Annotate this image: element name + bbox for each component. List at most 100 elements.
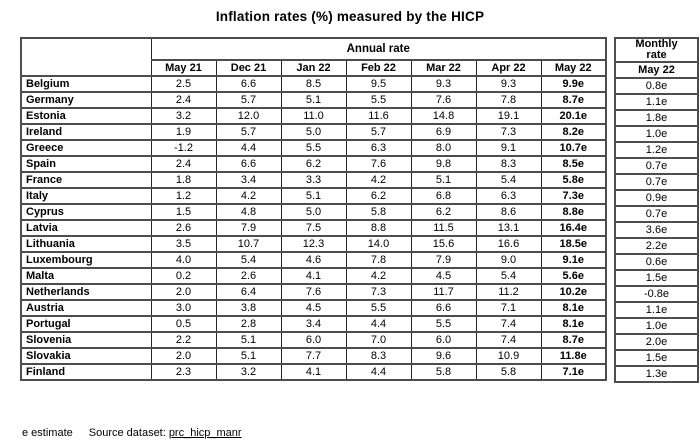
annual-value-cell: 5.8 [410, 363, 477, 381]
annual-value-cell: 7.4 [475, 331, 542, 349]
country-cell: France [20, 171, 152, 189]
table-row: Germany 2.4 5.7 5.1 5.5 7.6 7.8 8.7e [20, 91, 607, 109]
table-row: 0.7e [614, 173, 699, 191]
annual-value-cell: 4.2 [215, 187, 282, 205]
annual-value-cell: 3.0 [150, 299, 217, 317]
annual-value-cell-estimate: 8.7e [540, 331, 607, 349]
annual-value-cell: 5.7 [215, 123, 282, 141]
annual-value-cell: 4.5 [410, 267, 477, 285]
annual-value-cell: 5.1 [280, 187, 347, 205]
monthly-value-cell: 1.8e [614, 109, 699, 127]
monthly-value-cell: 0.6e [614, 253, 699, 271]
annual-value-cell: 5.5 [345, 91, 412, 109]
table-row: Lithuania 3.5 10.7 12.3 14.0 15.6 16.6 18.5e [20, 235, 607, 253]
annual-value-cell: 5.7 [215, 91, 282, 109]
annual-value-cell: 1.5 [150, 203, 217, 221]
annual-value-cell: 6.2 [410, 203, 477, 221]
annual-value-cell-estimate: 7.1e [540, 363, 607, 381]
table-row: 0.8e [614, 77, 699, 95]
annual-value-cell: 11.2 [475, 283, 542, 301]
page-title: Inflation rates (%) measured by the HICP [215, 9, 485, 24]
monthly-value-cell: 1.5e [614, 269, 699, 287]
annual-month-header-row: May 21 Dec 21 Jan 22 Feb 22 Mar 22 Apr 2… [21, 59, 607, 77]
annual-value-cell: 5.5 [280, 139, 347, 157]
annual-value-cell: 6.2 [345, 187, 412, 205]
annual-value-cell: 1.9 [150, 123, 217, 141]
monthly-value-cell: -0.8e [614, 285, 699, 303]
table-row: 1.0e [614, 125, 699, 143]
annual-value-cell-estimate: 8.1e [540, 315, 607, 333]
annual-value-cell: 5.7 [345, 123, 412, 141]
table-row: Austria 3.0 3.8 4.5 5.5 6.6 7.1 8.1e [20, 299, 607, 317]
annual-value-cell: 5.1 [215, 347, 282, 365]
annual-value-cell: 6.2 [280, 155, 347, 173]
annual-value-cell-estimate: 8.5e [540, 155, 607, 173]
table-row: 1.0e [614, 317, 699, 335]
annual-value-cell: 3.4 [215, 171, 282, 189]
table-row: France 1.8 3.4 3.3 4.2 5.1 5.4 5.8e [20, 171, 607, 189]
annual-value-cell: 5.4 [215, 251, 282, 269]
annual-value-cell: 5.5 [410, 315, 477, 333]
annual-value-cell: 7.6 [345, 155, 412, 173]
annual-value-cell: 4.5 [280, 299, 347, 317]
table-row: Estonia 3.2 12.0 11.0 11.6 14.8 19.1 20.1e [20, 107, 607, 125]
monthly-value-cell: 1.1e [614, 93, 699, 111]
column-header-mar22: Mar 22 [410, 59, 477, 77]
annual-value-cell: 7.0 [345, 331, 412, 349]
annual-value-cell: 11.5 [410, 219, 477, 237]
monthly-month-header-row: May 22 [614, 61, 699, 79]
table-row: Slovenia 2.2 5.1 6.0 7.0 6.0 7.4 8.7e [20, 331, 607, 349]
annual-value-cell: 4.4 [345, 363, 412, 381]
annual-value-cell: 6.8 [410, 187, 477, 205]
country-cell: Malta [20, 267, 152, 285]
table-row: 0.6e [614, 253, 699, 271]
monthly-value-cell: 1.3e [614, 365, 699, 383]
tables-container: Annual rate May 21 Dec 21 Jan 22 Feb 22 … [20, 37, 700, 383]
annual-value-cell: 3.5 [150, 235, 217, 253]
annual-value-cell: 11.6 [345, 107, 412, 125]
annual-value-cell: 7.1 [475, 299, 542, 317]
annual-value-cell: 9.5 [345, 75, 412, 93]
country-cell: Lithuania [20, 235, 152, 253]
country-cell: Austria [20, 299, 152, 317]
table-row: Finland 2.3 3.2 4.1 4.4 5.8 5.8 7.1e [20, 363, 607, 381]
country-cell: Italy [20, 187, 152, 205]
annual-value-cell: 8.6 [475, 203, 542, 221]
country-cell: Spain [20, 155, 152, 173]
table-row: 1.8e [614, 109, 699, 127]
table-row: Slovakia 2.0 5.1 7.7 8.3 9.6 10.9 11.8e [20, 347, 607, 365]
annual-value-cell: 9.3 [410, 75, 477, 93]
source-dataset-link[interactable]: prc_hicp_manr [168, 427, 242, 439]
annual-value-cell-estimate: 11.8e [540, 347, 607, 365]
country-cell: Latvia [20, 219, 152, 237]
annual-value-cell: 9.8 [410, 155, 477, 173]
annual-value-cell: 16.6 [475, 235, 542, 253]
annual-value-cell: 10.9 [475, 347, 542, 365]
monthly-value-cell: 3.6e [614, 221, 699, 239]
annual-value-cell: 2.4 [150, 155, 217, 173]
annual-value-cell: 6.6 [410, 299, 477, 317]
annual-value-cell: 2.0 [150, 283, 217, 301]
annual-value-cell: 2.8 [215, 315, 282, 333]
monthly-value-cell: 0.7e [614, 157, 699, 175]
annual-value-cell: 3.3 [280, 171, 347, 189]
country-cell: Luxembourg [20, 251, 152, 269]
annual-value-cell: 5.0 [280, 203, 347, 221]
monthly-value-cell: 1.2e [614, 141, 699, 159]
annual-value-cell: 12.0 [215, 107, 282, 125]
table-row: Netherlands 2.0 6.4 7.6 7.3 11.7 11.2 10.2e [20, 283, 607, 301]
country-cell: Slovakia [20, 347, 152, 365]
annual-value-cell: 9.0 [475, 251, 542, 269]
corner-cell [20, 37, 152, 77]
annual-value-cell: 6.0 [280, 331, 347, 349]
monthly-value-cell: 1.5e [614, 349, 699, 367]
annual-value-cell-estimate: 7.3e [540, 187, 607, 205]
table-row: Greece -1.2 4.4 5.5 6.3 8.0 9.1 10.7e [20, 139, 607, 157]
annual-value-cell: 8.8 [345, 219, 412, 237]
table-row: 1.1e [614, 93, 699, 111]
annual-value-cell: 5.5 [345, 299, 412, 317]
table-row: 2.2e [614, 237, 699, 255]
table-row: Spain 2.4 6.6 6.2 7.6 9.8 8.3 8.5e [20, 155, 607, 173]
footer: e estimate Source dataset: prc_hicp_manr [22, 427, 242, 439]
country-cell: Greece [20, 139, 152, 157]
